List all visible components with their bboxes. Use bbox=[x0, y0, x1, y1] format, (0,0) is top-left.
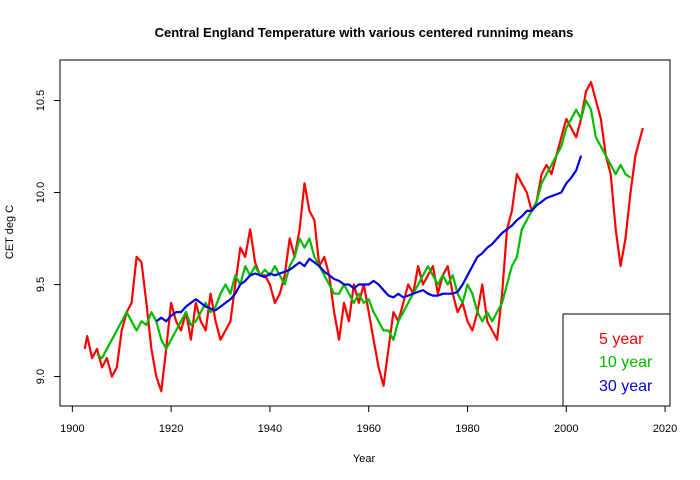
y-tick-label: 10.5 bbox=[35, 90, 47, 111]
series-line-10-year bbox=[96, 99, 632, 360]
x-tick-label: 1920 bbox=[159, 423, 183, 435]
legend-box bbox=[562, 313, 671, 407]
y-tick-label: 9.5 bbox=[35, 277, 47, 292]
x-axis-label: Year bbox=[353, 453, 376, 465]
x-tick-label: 1900 bbox=[60, 423, 84, 435]
legend: 5 year 10 year 30 year bbox=[562, 313, 671, 407]
legend-entry-10-year: 10 year bbox=[599, 354, 653, 371]
legend-entry-30-year: 30 year bbox=[599, 378, 653, 395]
y-tick-label: 10.0 bbox=[35, 182, 47, 203]
x-tick-label: 1960 bbox=[356, 423, 380, 435]
legend-entry-5-year: 5 year bbox=[599, 331, 644, 348]
chart-title: Central England Temperature with various… bbox=[155, 25, 574, 40]
series-line-5-year bbox=[83, 81, 644, 393]
series-line-30-year bbox=[155, 155, 583, 323]
x-tick-label: 2020 bbox=[653, 423, 677, 435]
x-tick-label: 2000 bbox=[554, 423, 578, 435]
y-axis: 9.0 9.5 10.0 10.5 bbox=[35, 90, 61, 384]
y-tick-label: 9.0 bbox=[35, 369, 47, 384]
x-tick-label: 1940 bbox=[258, 423, 282, 435]
y-axis-label: CET deg C bbox=[4, 205, 16, 259]
x-tick-label: 1980 bbox=[455, 423, 479, 435]
series-layer bbox=[83, 81, 644, 393]
